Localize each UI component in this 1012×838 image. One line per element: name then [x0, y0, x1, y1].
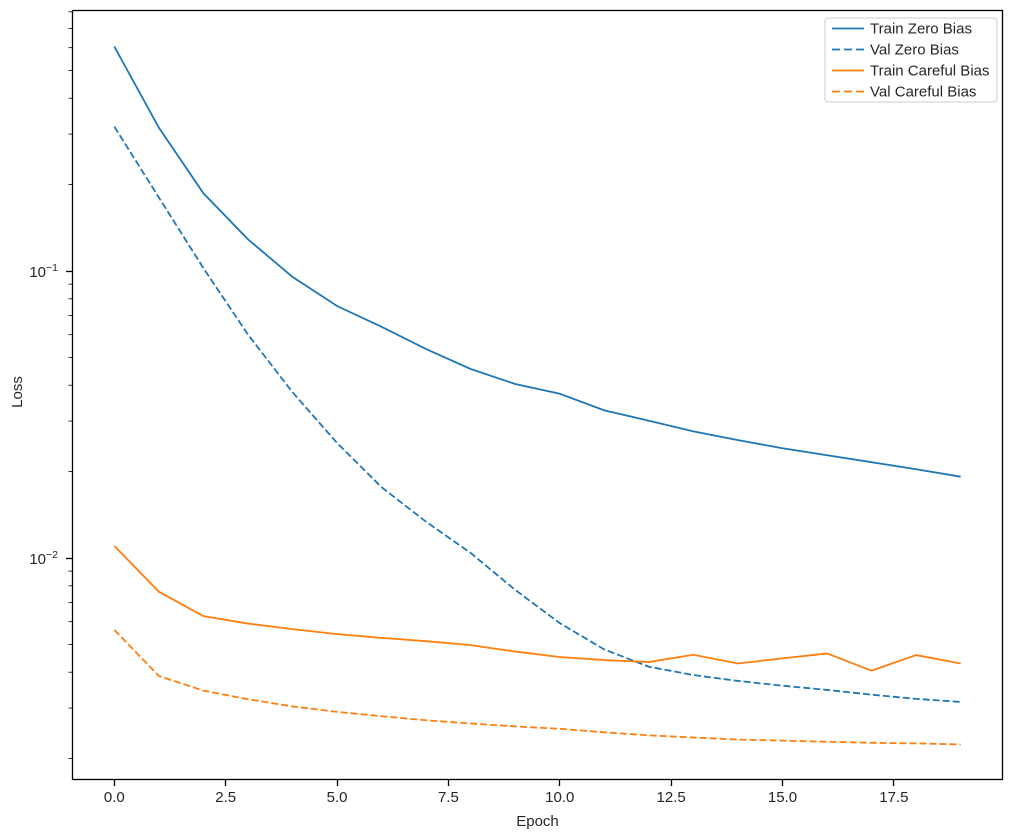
svg-text:12.5: 12.5 [657, 789, 686, 806]
svg-text:15.0: 15.0 [768, 789, 797, 806]
svg-text:Val Careful Bias: Val Careful Bias [870, 84, 976, 101]
svg-text:0.0: 0.0 [104, 789, 125, 806]
svg-text:2.5: 2.5 [215, 789, 236, 806]
svg-text:10−2: 10−2 [29, 549, 58, 568]
svg-text:Val Zero Bias: Val Zero Bias [870, 42, 959, 59]
svg-text:Epoch: Epoch [516, 813, 559, 830]
svg-text:7.5: 7.5 [438, 789, 459, 806]
svg-text:5.0: 5.0 [327, 789, 348, 806]
svg-text:17.5: 17.5 [879, 789, 908, 806]
svg-text:Train Zero Bias: Train Zero Bias [870, 21, 972, 38]
svg-text:10.0: 10.0 [545, 789, 574, 806]
svg-text:10−1: 10−1 [29, 262, 58, 281]
svg-text:Loss: Loss [9, 376, 26, 408]
svg-text:Train Careful Bias: Train Careful Bias [870, 63, 990, 80]
